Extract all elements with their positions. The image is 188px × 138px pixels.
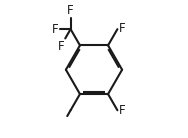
Text: F: F xyxy=(67,4,74,17)
Text: F: F xyxy=(52,23,59,36)
Text: F: F xyxy=(118,104,125,117)
Text: F: F xyxy=(58,39,64,52)
Text: F: F xyxy=(118,22,125,35)
